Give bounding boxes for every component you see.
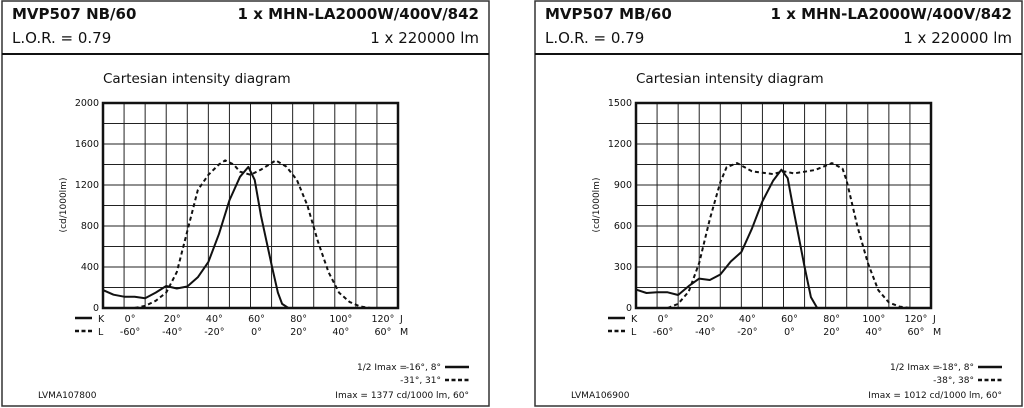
- x-tick-label: 100°: [862, 314, 885, 325]
- panel-border: [534, 0, 1023, 407]
- x-tick-label: -20°: [204, 327, 224, 338]
- y-tick-label: 400: [81, 262, 99, 273]
- y-tick-label: 800: [81, 221, 99, 232]
- x-tick-label: 0°: [784, 327, 795, 338]
- x-tick-label: 20°: [290, 327, 307, 338]
- lor-value: L.O.R. = 0.79: [12, 29, 111, 47]
- half-imax-solid: -18°, 8°: [939, 363, 974, 373]
- y-tick-label: 1500: [608, 98, 632, 109]
- x-row-name: K: [631, 314, 638, 325]
- x-tick-label: 0°: [125, 314, 136, 325]
- x-row-name: L: [98, 327, 104, 338]
- x-tick-label: 60°: [248, 314, 265, 325]
- series-L-dashed: [134, 159, 371, 309]
- series-L-dashed: [667, 162, 911, 309]
- x-tick-label: -40°: [695, 327, 715, 338]
- x-row-end: M: [933, 327, 941, 338]
- x-tick-label: 0°: [658, 314, 669, 325]
- half-imax-dashed: -31°, 31°: [400, 376, 441, 386]
- half-imax-solid: -16°, 8°: [406, 363, 441, 373]
- imax-value: Imax = 1377 cd/1000 lm, 60°: [335, 391, 469, 401]
- y-tick-label: 0: [93, 303, 99, 314]
- x-tick-label: -60°: [120, 327, 140, 338]
- x-row-name: L: [631, 327, 637, 338]
- lor-value: L.O.R. = 0.79: [545, 29, 644, 47]
- x-tick-label: 120°: [904, 314, 927, 325]
- x-tick-label: 40°: [332, 327, 349, 338]
- chart-title: Cartesian intensity diagram: [636, 71, 824, 87]
- series-K-solid: [635, 168, 819, 309]
- x-tick-label: 20°: [164, 314, 181, 325]
- plot-frame: [634, 101, 933, 310]
- y-tick-label: 1200: [608, 139, 632, 150]
- x-tick-label: 80°: [823, 314, 840, 325]
- y-tick-label: 1200: [75, 180, 99, 191]
- x-tick-label: -40°: [162, 327, 182, 338]
- x-tick-label: 60°: [908, 327, 925, 338]
- x-row-end: J: [932, 314, 936, 325]
- series-K-solid: [102, 165, 289, 309]
- x-tick-label: 0°: [251, 327, 262, 338]
- y-tick-label: 1600: [75, 139, 99, 150]
- diagram-code: LVMA106900: [571, 391, 630, 401]
- panel-0: MVP507 NB/60 1 x MHN-LA2000W/400V/842 L.O.…: [1, 0, 490, 407]
- luminous-flux: 1 x 220000 lm: [370, 29, 479, 47]
- product-name: MVP507 NB/60: [12, 5, 136, 23]
- y-tick-label: 2000: [75, 98, 99, 109]
- x-tick-label: -60°: [653, 327, 673, 338]
- imax-value: Imax = 1012 cd/1000 lm, 60°: [868, 391, 1002, 401]
- x-tick-label: 20°: [697, 314, 714, 325]
- x-tick-label: 100°: [329, 314, 352, 325]
- x-row-end: J: [399, 314, 403, 325]
- x-row-end: M: [400, 327, 408, 338]
- y-tick-label: 0: [626, 303, 632, 314]
- x-tick-label: 60°: [375, 327, 392, 338]
- half-imax-dashed: -38°, 38°: [933, 376, 974, 386]
- x-tick-label: 120°: [371, 314, 394, 325]
- luminous-flux: 1 x 220000 lm: [903, 29, 1012, 47]
- x-row-name: K: [98, 314, 105, 325]
- x-tick-label: -20°: [737, 327, 757, 338]
- y-tick-label: 600: [614, 221, 632, 232]
- x-tick-label: 40°: [206, 314, 223, 325]
- x-tick-label: 40°: [739, 314, 756, 325]
- lamp-spec: 1 x MHN-LA2000W/400V/842: [238, 5, 479, 23]
- y-tick-label: 900: [614, 180, 632, 191]
- panel-border: [1, 0, 490, 407]
- x-tick-label: 40°: [865, 327, 882, 338]
- diagram-code: LVMA107800: [38, 391, 97, 401]
- y-axis-label: (cd/1000lm): [59, 178, 69, 233]
- chart-title: Cartesian intensity diagram: [103, 71, 291, 87]
- half-imax-label: 1/2 Imax =: [890, 363, 940, 373]
- half-imax-label: 1/2 Imax =: [357, 363, 407, 373]
- y-tick-label: 300: [614, 262, 632, 273]
- x-tick-label: 20°: [823, 327, 840, 338]
- lamp-spec: 1 x MHN-LA2000W/400V/842: [771, 5, 1012, 23]
- x-tick-label: 80°: [290, 314, 307, 325]
- x-tick-label: 60°: [781, 314, 798, 325]
- product-name: MVP507 MB/60: [545, 5, 672, 23]
- plot-frame: [101, 101, 400, 310]
- y-axis-label: (cd/1000lm): [592, 178, 602, 233]
- panel-1: MVP507 MB/60 1 x MHN-LA2000W/400V/842 L.O.…: [534, 0, 1023, 407]
